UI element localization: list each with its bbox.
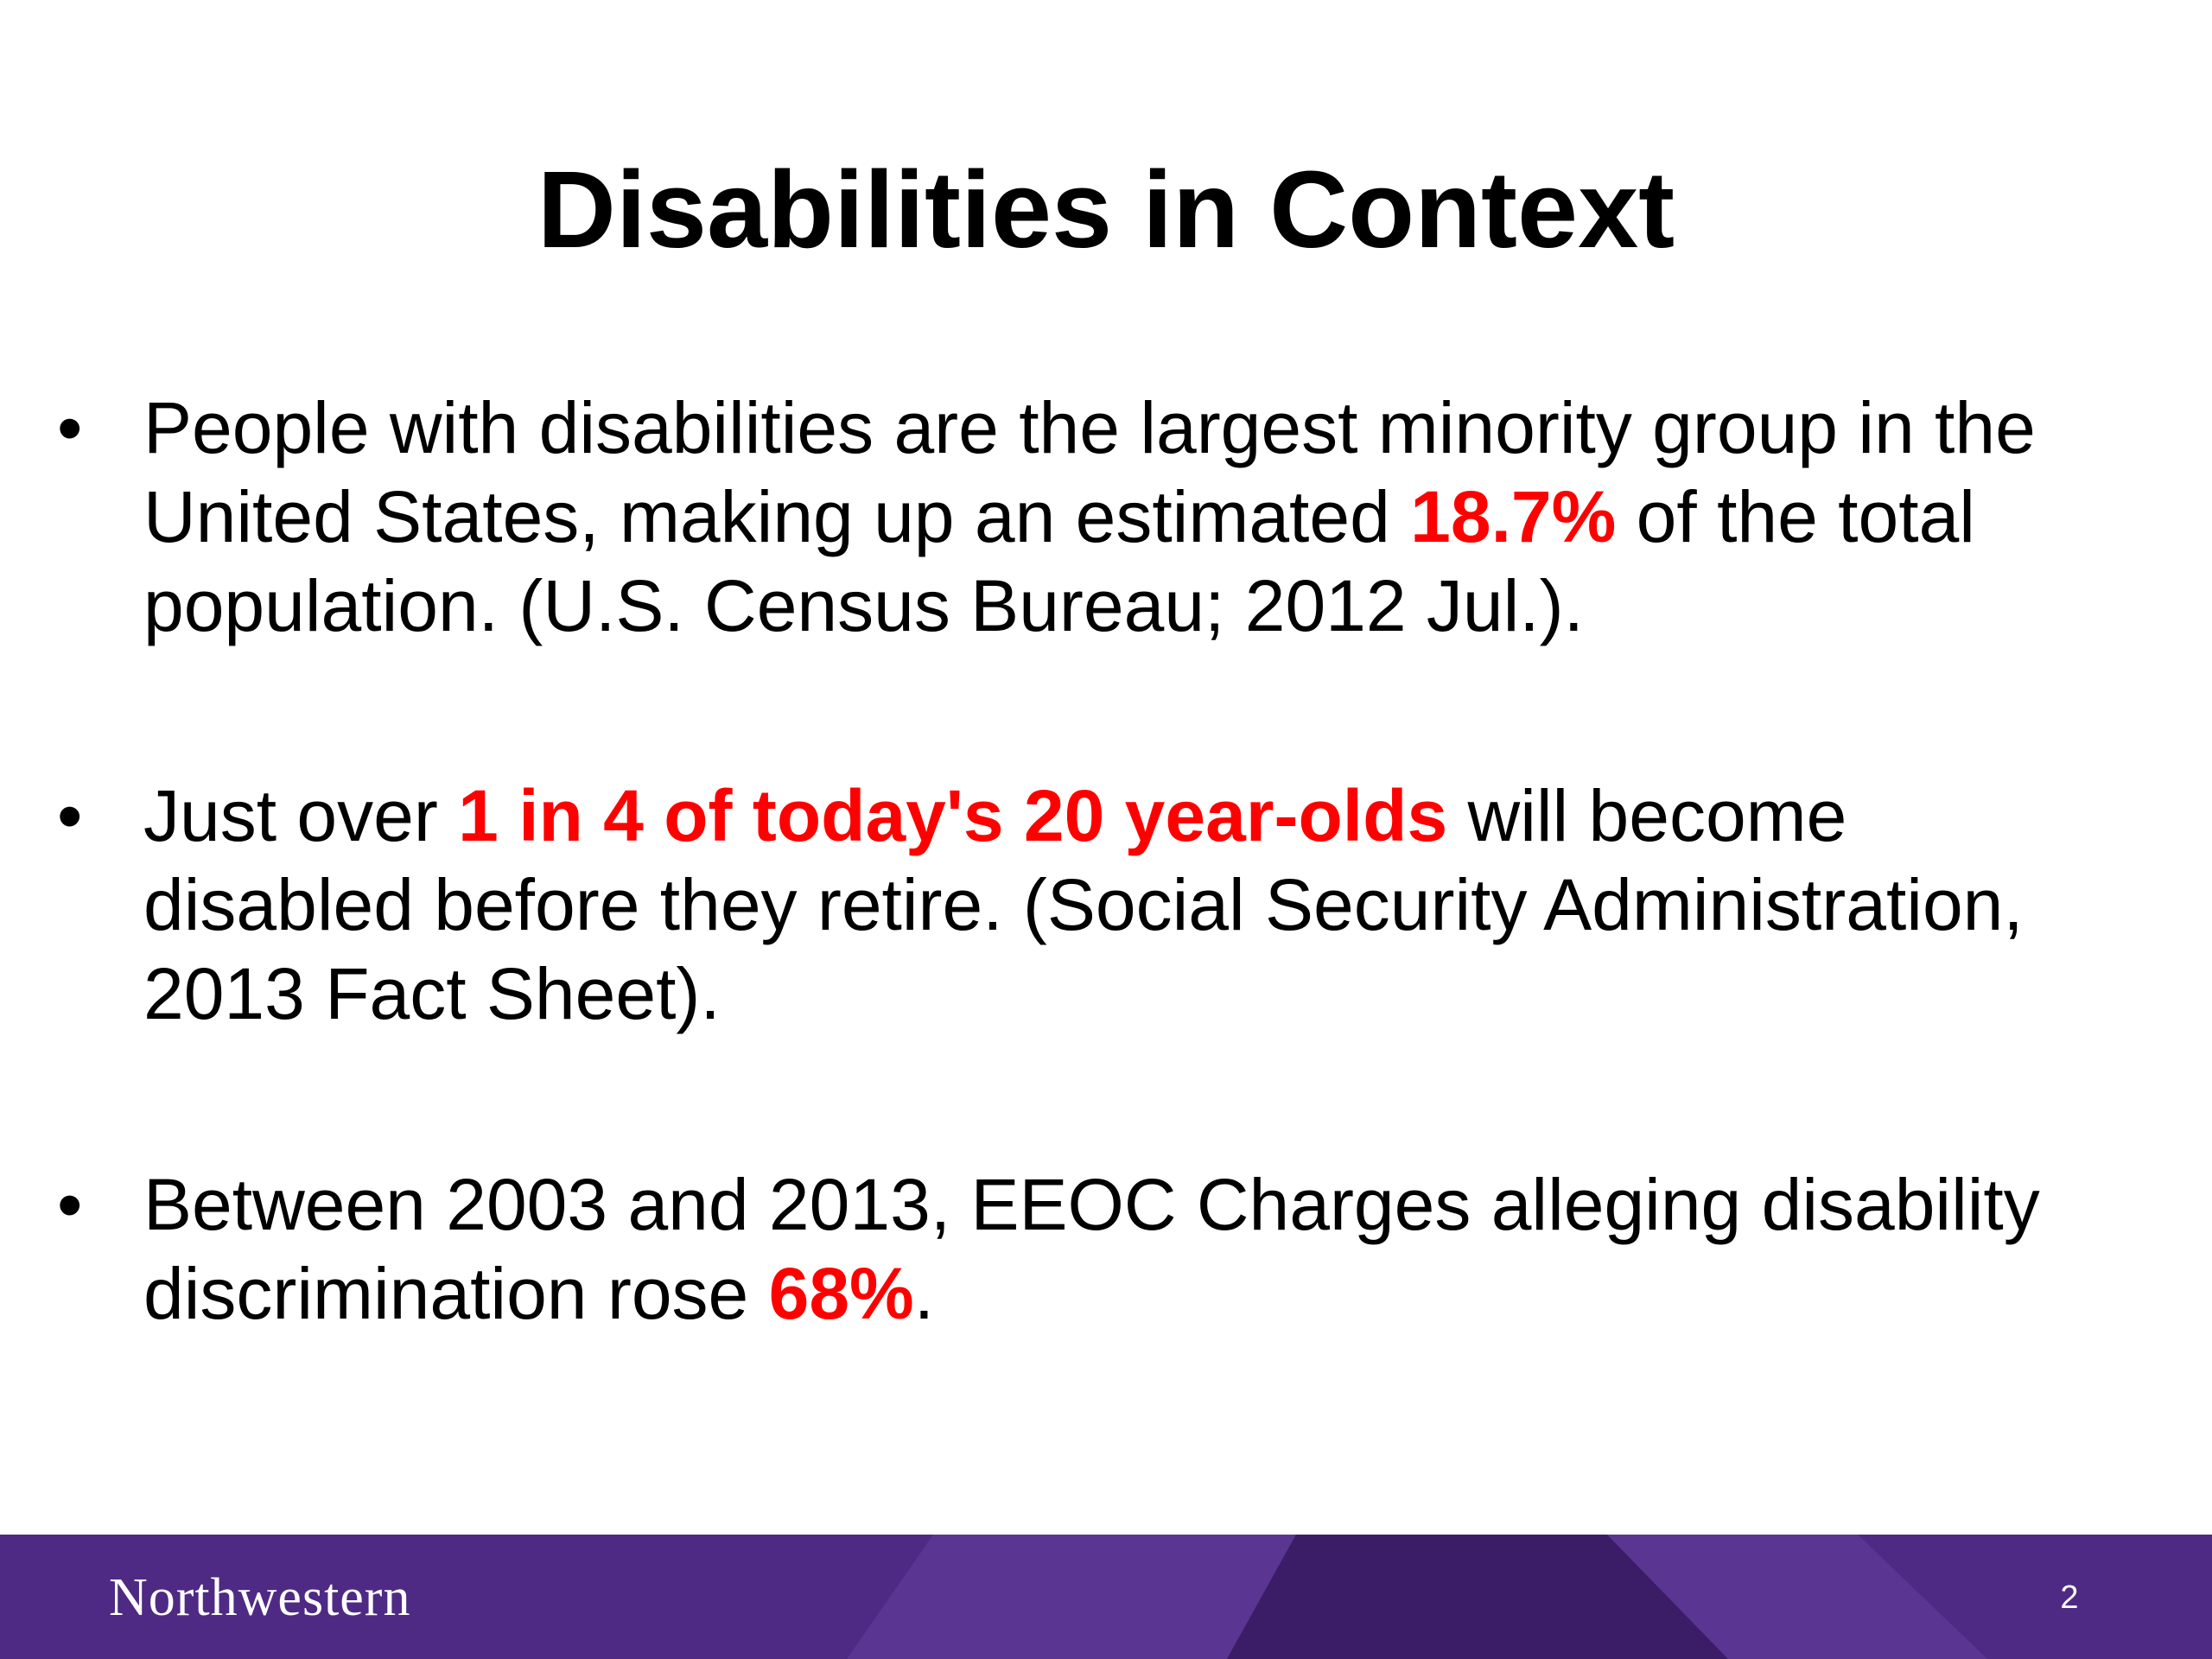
footer-bar: Northwestern 2 xyxy=(0,1535,2212,1659)
bullet-item: • Between 2003 and 2013, EEOC Charges al… xyxy=(57,1160,2088,1338)
footer-shape-dark xyxy=(1227,1535,1728,1659)
slide-title: Disabilities in Context xyxy=(537,149,1675,270)
bullet-text: will become disabled before they retire.… xyxy=(143,775,2024,1034)
highlight-stat: 1 in 4 of today's 20 year-olds xyxy=(458,775,1448,856)
highlight-stat: 68% xyxy=(768,1253,914,1334)
bullet-dot: • xyxy=(57,1164,83,1245)
bullet-dot: • xyxy=(57,775,83,856)
bullet-dot: • xyxy=(57,387,83,468)
footer-background-shapes xyxy=(847,1535,1987,1659)
footer-shape-light xyxy=(1607,1535,1987,1659)
highlight-stat: 18.7% xyxy=(1410,476,1617,557)
bullet-text: Just over xyxy=(143,775,459,856)
footer-shape-light xyxy=(847,1535,1296,1659)
bullet-text: Between 2003 and 2013, EEOC Charges alle… xyxy=(143,1164,2040,1334)
bullet-text: of the total population. (U.S. Census Bu… xyxy=(143,476,1975,646)
bullet-text: People with disabilities are the largest… xyxy=(143,387,2036,557)
bullet-text: . xyxy=(913,1253,935,1334)
northwestern-logo: Northwestern xyxy=(109,1568,411,1627)
page-number: 2 xyxy=(2060,1580,2079,1616)
bullet-item: • People with disabilities are the large… xyxy=(57,384,2088,651)
bullet-item: • Just over 1 in 4 of today's 20 year-ol… xyxy=(57,772,2088,1039)
